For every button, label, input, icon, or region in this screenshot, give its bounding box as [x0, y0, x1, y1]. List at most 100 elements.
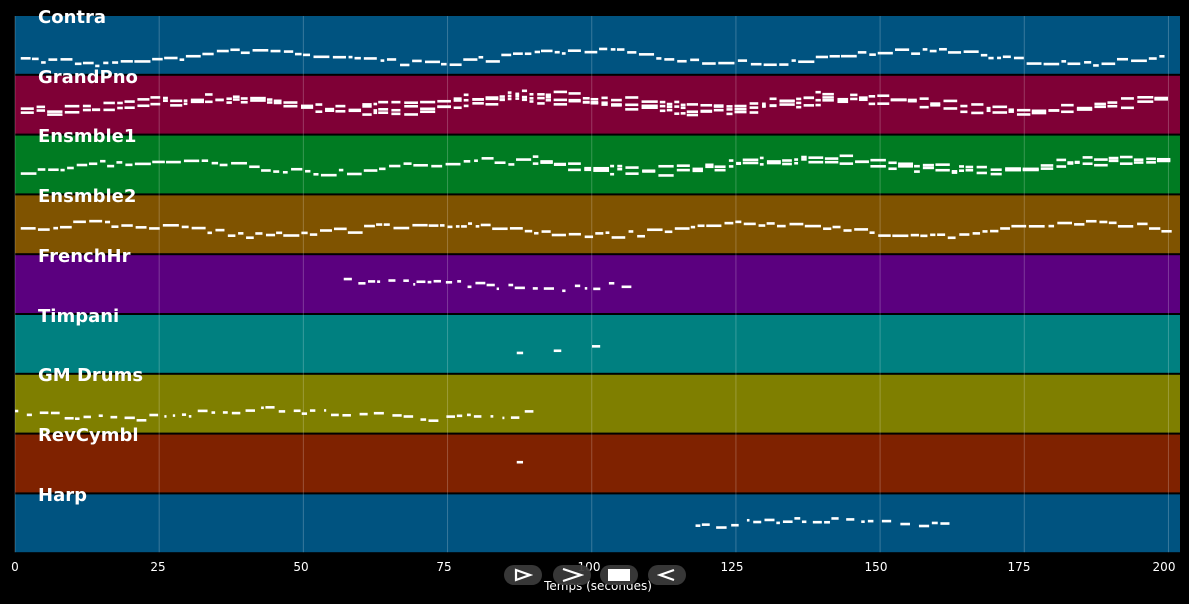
note [705, 163, 714, 167]
note [150, 102, 161, 106]
note [758, 224, 766, 227]
note [441, 62, 447, 66]
note [181, 225, 189, 229]
note [135, 226, 147, 229]
note [939, 47, 947, 51]
note [278, 410, 286, 413]
note [136, 419, 147, 422]
note [501, 53, 512, 57]
note [300, 106, 314, 109]
note [478, 55, 484, 59]
forward-button[interactable] [553, 565, 591, 585]
note [590, 97, 599, 101]
note [910, 233, 919, 237]
note [1117, 225, 1134, 228]
note [680, 106, 686, 110]
note [363, 57, 377, 60]
note [267, 101, 273, 104]
note [988, 56, 994, 60]
note [965, 168, 974, 172]
note [686, 110, 699, 114]
note [641, 104, 658, 108]
note [601, 101, 608, 105]
track-band [15, 494, 1180, 553]
note [319, 229, 332, 232]
note [152, 160, 165, 164]
note [121, 224, 133, 227]
note [485, 97, 499, 101]
note [515, 94, 520, 98]
note [1156, 159, 1171, 163]
note [1074, 160, 1080, 164]
note [305, 169, 311, 173]
note [64, 416, 74, 420]
note [625, 96, 639, 99]
note [1043, 62, 1060, 66]
note [20, 111, 34, 114]
note [749, 111, 759, 114]
note [1093, 64, 1099, 67]
note [551, 233, 566, 237]
note [110, 415, 118, 419]
note [1011, 224, 1027, 228]
note [1061, 103, 1074, 107]
note [1133, 158, 1144, 162]
note [1076, 108, 1093, 111]
note [553, 90, 568, 94]
play-button[interactable] [504, 565, 542, 585]
note [282, 170, 288, 174]
track-band [15, 434, 1180, 493]
note [403, 415, 414, 418]
track-label-revcymbl: RevCymbl [38, 425, 139, 446]
note [389, 164, 401, 168]
note [485, 60, 500, 63]
note [232, 95, 240, 99]
note [610, 164, 615, 168]
note [1149, 227, 1161, 230]
note [541, 230, 551, 233]
note [392, 414, 402, 417]
note [855, 160, 869, 163]
note [300, 104, 314, 108]
note [877, 94, 890, 98]
note [515, 97, 520, 100]
note [611, 98, 622, 102]
note [76, 163, 88, 167]
note [815, 55, 828, 59]
note [1040, 164, 1054, 167]
note [919, 97, 929, 100]
note [914, 170, 920, 173]
note [249, 165, 260, 169]
note [922, 48, 928, 51]
note [728, 165, 734, 168]
note [391, 112, 401, 116]
note [832, 225, 841, 229]
note [202, 52, 214, 56]
note [149, 227, 160, 230]
note [553, 163, 567, 166]
note [524, 52, 532, 56]
note [378, 111, 389, 114]
note [125, 163, 133, 167]
note [656, 57, 662, 60]
note [420, 107, 436, 111]
note [183, 99, 188, 102]
note [782, 162, 792, 166]
note [736, 162, 742, 166]
stop-button[interactable] [600, 565, 638, 585]
note [222, 411, 228, 414]
note [716, 526, 727, 529]
note [731, 523, 739, 527]
note [270, 49, 281, 53]
note [840, 54, 857, 58]
note [692, 169, 703, 173]
note [36, 109, 46, 112]
note [1076, 106, 1093, 110]
note [1013, 56, 1024, 60]
note [283, 234, 300, 237]
back-button[interactable] [648, 565, 686, 585]
note [37, 228, 50, 231]
note [930, 103, 941, 107]
note [593, 287, 601, 291]
note [428, 419, 439, 422]
